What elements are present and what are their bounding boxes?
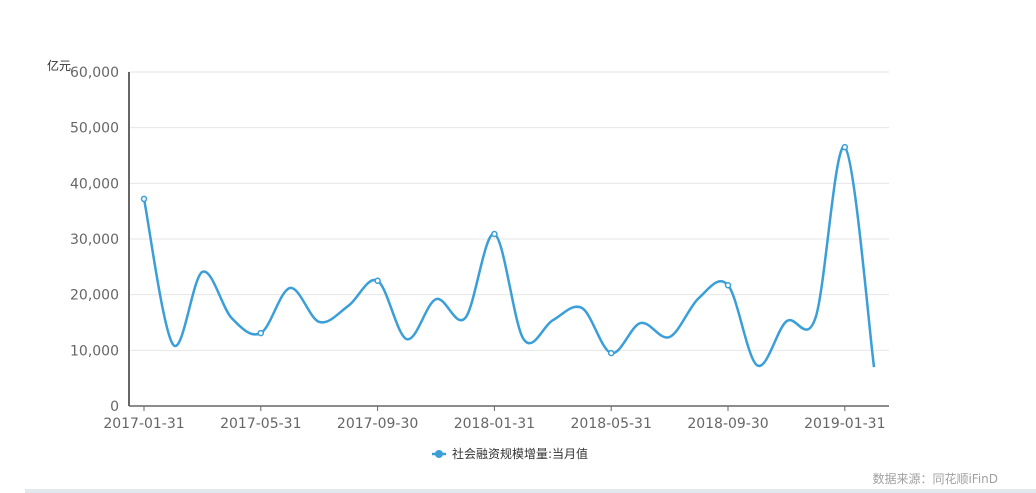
y-tick-label: 50,000 — [70, 121, 119, 137]
y-tick-label: 40,000 — [70, 176, 119, 192]
x-tick-label: 2018-05-31 — [571, 416, 652, 432]
x-axis-ticks: 2017-01-31 2017-05-31 2017-09-30 2018-01-31… — [103, 406, 885, 432]
x-tick-label: 2018-01-31 — [454, 416, 535, 432]
data-point[interactable] — [724, 281, 732, 289]
legend-label: 社会融资规模增量:当月值 — [452, 446, 588, 461]
x-tick-label: 2019-01-31 — [804, 416, 885, 432]
y-axis-ticks: 0 10,000 20,000 30,000 40,000 50,000 60,000 — [70, 65, 119, 415]
legend[interactable]: 社会融资规模增量:当月值 — [432, 446, 588, 461]
y-tick-label: 60,000 — [70, 65, 119, 81]
x-tick-label: 2017-05-31 — [220, 416, 301, 432]
y-tick-label: 30,000 — [70, 232, 119, 248]
data-point[interactable] — [374, 277, 381, 284]
data-point[interactable] — [140, 195, 148, 203]
y-tick-label: 0 — [110, 399, 119, 415]
x-tick-label: 2017-09-30 — [337, 416, 418, 432]
legend-marker-icon — [435, 450, 443, 458]
data-point[interactable] — [257, 329, 265, 337]
bottom-divider — [25, 489, 1036, 493]
y-axis-unit: 亿元 — [47, 58, 71, 73]
series-line — [142, 145, 876, 368]
data-source-label: 数据来源：同花顺iFinD — [872, 472, 998, 486]
x-tick-label: 2017-01-31 — [103, 416, 184, 432]
data-point[interactable] — [607, 349, 615, 357]
data-point[interactable] — [841, 143, 849, 151]
data-point[interactable] — [491, 230, 498, 238]
x-tick-label: 2018-09-30 — [687, 416, 768, 432]
y-tick-label: 10,000 — [70, 343, 119, 359]
gridlines — [129, 71, 889, 351]
y-tick-label: 20,000 — [70, 288, 119, 304]
series-markers — [140, 143, 849, 357]
